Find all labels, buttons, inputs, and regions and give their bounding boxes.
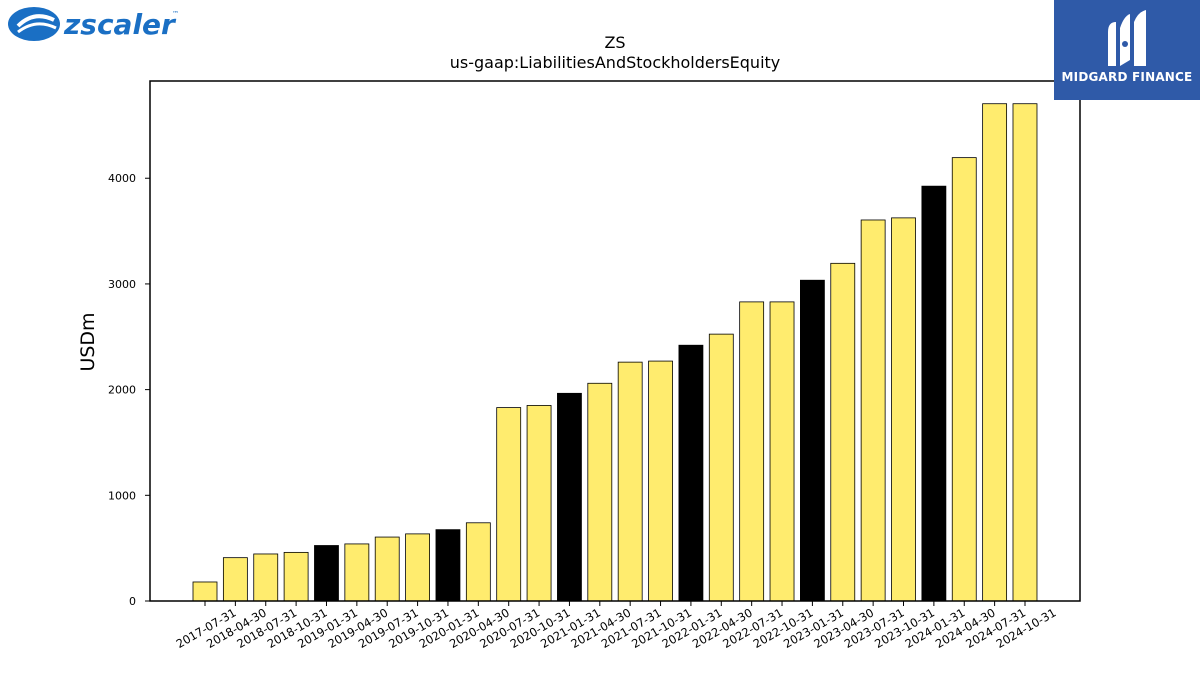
y-tick-label: 0 [129,595,136,608]
bar-2024-10-31 [1012,103,1038,602]
bar-2018-07-31 [253,553,279,602]
bar-2022-07-31 [739,301,765,602]
bar-2018-04-30 [222,557,248,602]
chart-subtitle: us-gaap:LiabilitiesAndStockholdersEquity [450,53,781,72]
bar-2018-10-31 [283,551,309,602]
bar-2022-04-30 [708,333,734,602]
bar-2020-04-30 [465,522,491,602]
midgard-finance-wordmark: MIDGARD FINANCE [1061,70,1193,84]
bar-2023-04-30 [830,262,856,602]
bar-2022-01-31 [678,344,704,602]
bar-2023-01-31 [800,279,825,602]
y-tick-label: 3000 [108,278,136,291]
bar-2021-01-31 [557,392,582,602]
bar-2024-04-30 [951,157,977,602]
y-axis-label: USDm [77,312,99,371]
y-tick-label: 4000 [108,172,136,185]
y-tick-label: 1000 [108,489,136,502]
bar-2019-10-31 [405,533,430,602]
bar-2023-07-31 [860,219,886,602]
bar-2017-07-31 [192,581,218,602]
bar-2021-10-31 [648,360,673,602]
bar-2021-04-30 [587,382,613,602]
midgard-finance-logo: MIDGARD FINANCE [1054,0,1200,100]
y-ticks-group: 0 1000 2000 3000 4000 [108,172,150,608]
plot-frame [149,80,1081,602]
x-ticks-group: 2017-07-312018-04-302018-07-312018-10-31… [174,601,1058,651]
y-tick-label: 2000 [108,384,136,397]
zscaler-logo: zscaler ™ [4,2,184,50]
bar-2024-01-31 [921,185,947,602]
bar-2020-07-31 [496,407,522,602]
zscaler-cloud-icon: zscaler ™ [8,7,179,41]
midgard-monogram-icon [1108,10,1146,66]
zscaler-trademark: ™ [172,10,179,18]
bars-group [192,103,1038,602]
bar-2022-10-31 [769,301,795,602]
bar-2020-10-31 [526,405,552,602]
bar-2021-07-31 [617,361,643,602]
bar-2019-04-30 [344,543,370,602]
zscaler-wordmark: zscaler [63,8,177,41]
bar-2019-01-31 [314,545,339,602]
chart-title: ZS [604,33,625,52]
bar-2019-07-31 [374,536,400,602]
bar-2020-01-31 [435,529,461,602]
bar-2024-07-31 [982,103,1008,602]
bar-2023-10-31 [891,217,916,602]
